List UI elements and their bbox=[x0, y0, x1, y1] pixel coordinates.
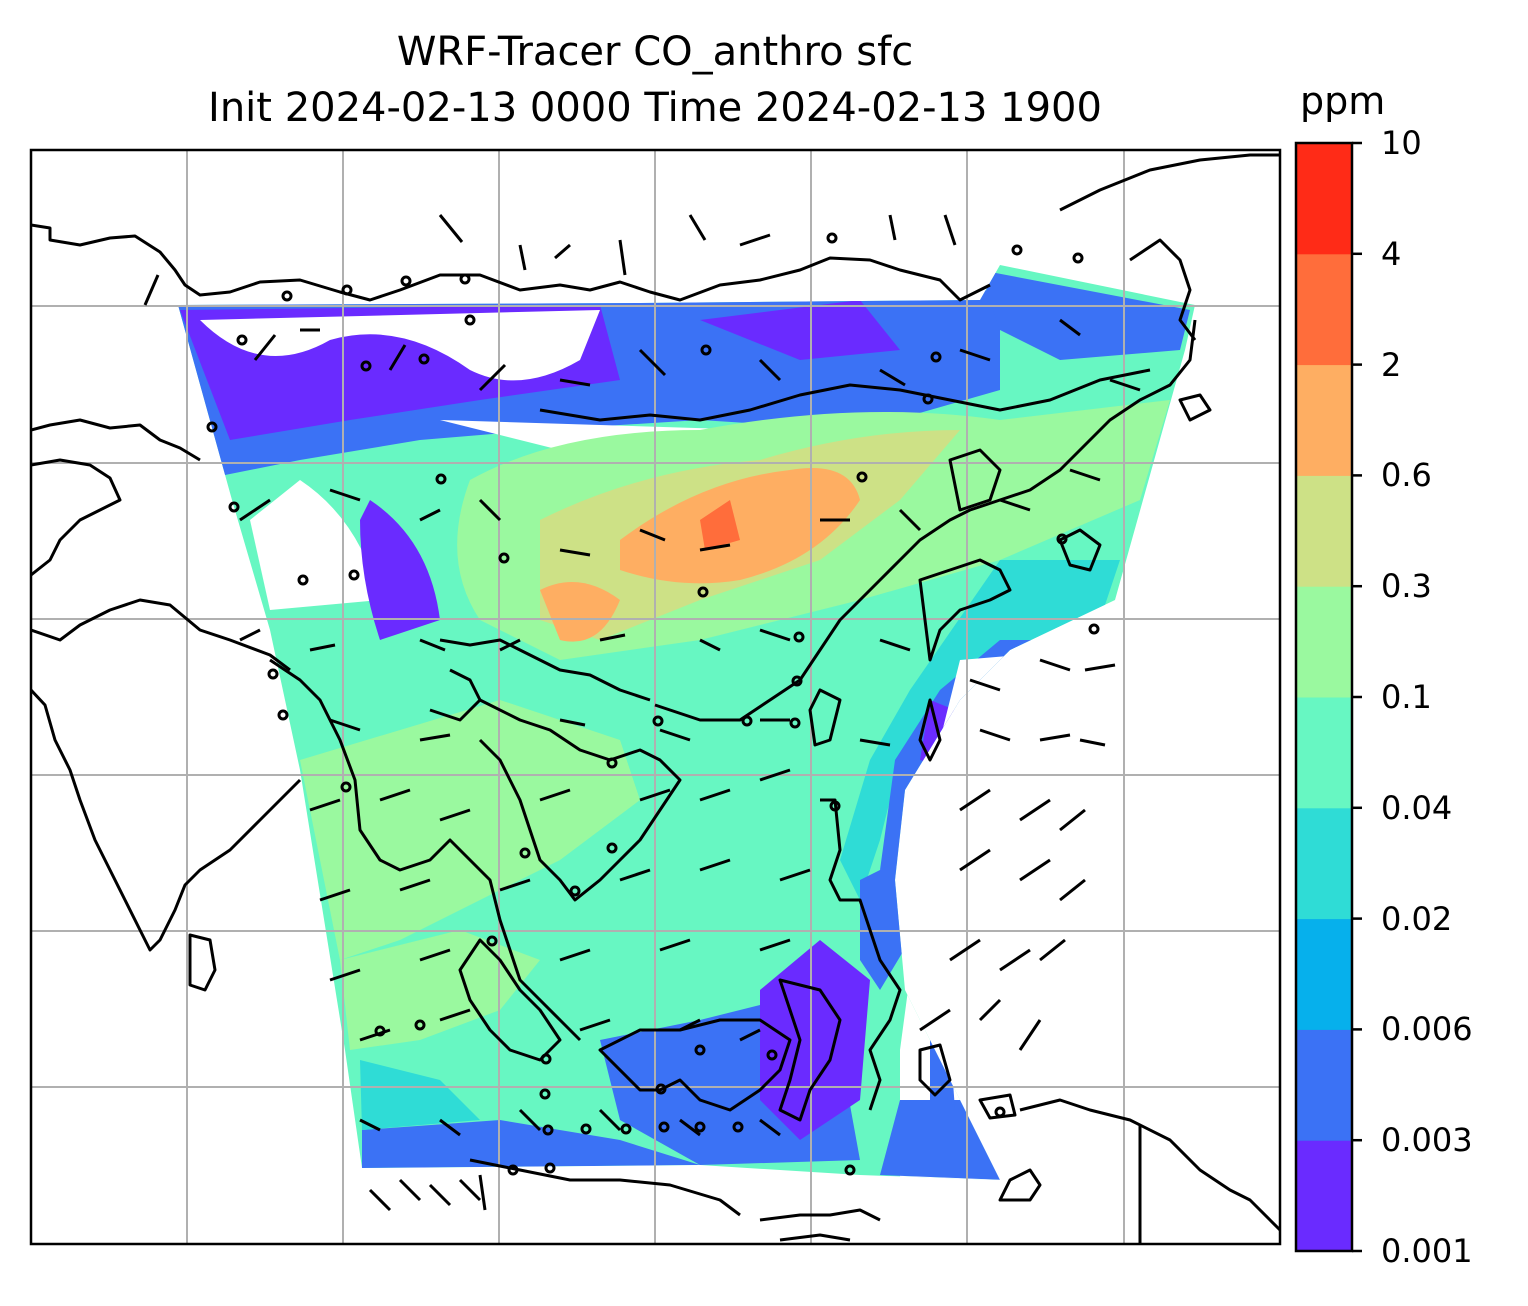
colorbar bbox=[1296, 141, 1362, 1253]
gridlines bbox=[31, 150, 1280, 1244]
colorbar-segment bbox=[1296, 143, 1352, 255]
colorbar-segment bbox=[1296, 1140, 1352, 1252]
chart-title-line2: Init 2024-02-13 0000 Time 2024-02-13 190… bbox=[208, 85, 1102, 131]
colorbar-tick-label: 0.003 bbox=[1381, 1121, 1473, 1160]
colorbar-tick-label: 0.1 bbox=[1381, 678, 1432, 716]
calm-markers bbox=[206, 232, 1100, 1176]
colorbar-tick-label: 0.02 bbox=[1381, 899, 1453, 938]
map-frame bbox=[29, 148, 1282, 1246]
colorbar-segment bbox=[1296, 807, 1352, 920]
colorbar-segment bbox=[1296, 364, 1352, 476]
colorbar-segment bbox=[1296, 475, 1352, 587]
map-area bbox=[31, 150, 1280, 1244]
colorbar-frame bbox=[1294, 141, 1354, 1253]
colorbar-segment bbox=[1296, 1029, 1352, 1141]
coastlines bbox=[31, 153, 1280, 1244]
colorbar-segment bbox=[1296, 586, 1352, 698]
colorbar-tick-label: 0.6 bbox=[1381, 456, 1432, 495]
colorbar-tick-label: 4 bbox=[1381, 234, 1402, 273]
chart-title-line1: WRF-Tracer CO_anthro sfc bbox=[396, 29, 914, 75]
colorbar-tick-label: 0.001 bbox=[1381, 1232, 1473, 1270]
colorbar-tick-label: 0.3 bbox=[1381, 567, 1432, 606]
colorbar-tick-label: 2 bbox=[1381, 345, 1402, 384]
colorbar-unit-label: ppm bbox=[1300, 79, 1386, 123]
colorbar-segment bbox=[1296, 918, 1352, 1030]
colorbar-tick-label: 0.04 bbox=[1381, 788, 1453, 827]
colorbar-tick-label: 0.006 bbox=[1381, 1010, 1473, 1049]
colorbar-segment bbox=[1296, 253, 1352, 366]
colorbar-tick-label: 10 bbox=[1381, 124, 1422, 162]
wind-barbs bbox=[143, 214, 1141, 1212]
colorbar-segment bbox=[1296, 697, 1352, 809]
